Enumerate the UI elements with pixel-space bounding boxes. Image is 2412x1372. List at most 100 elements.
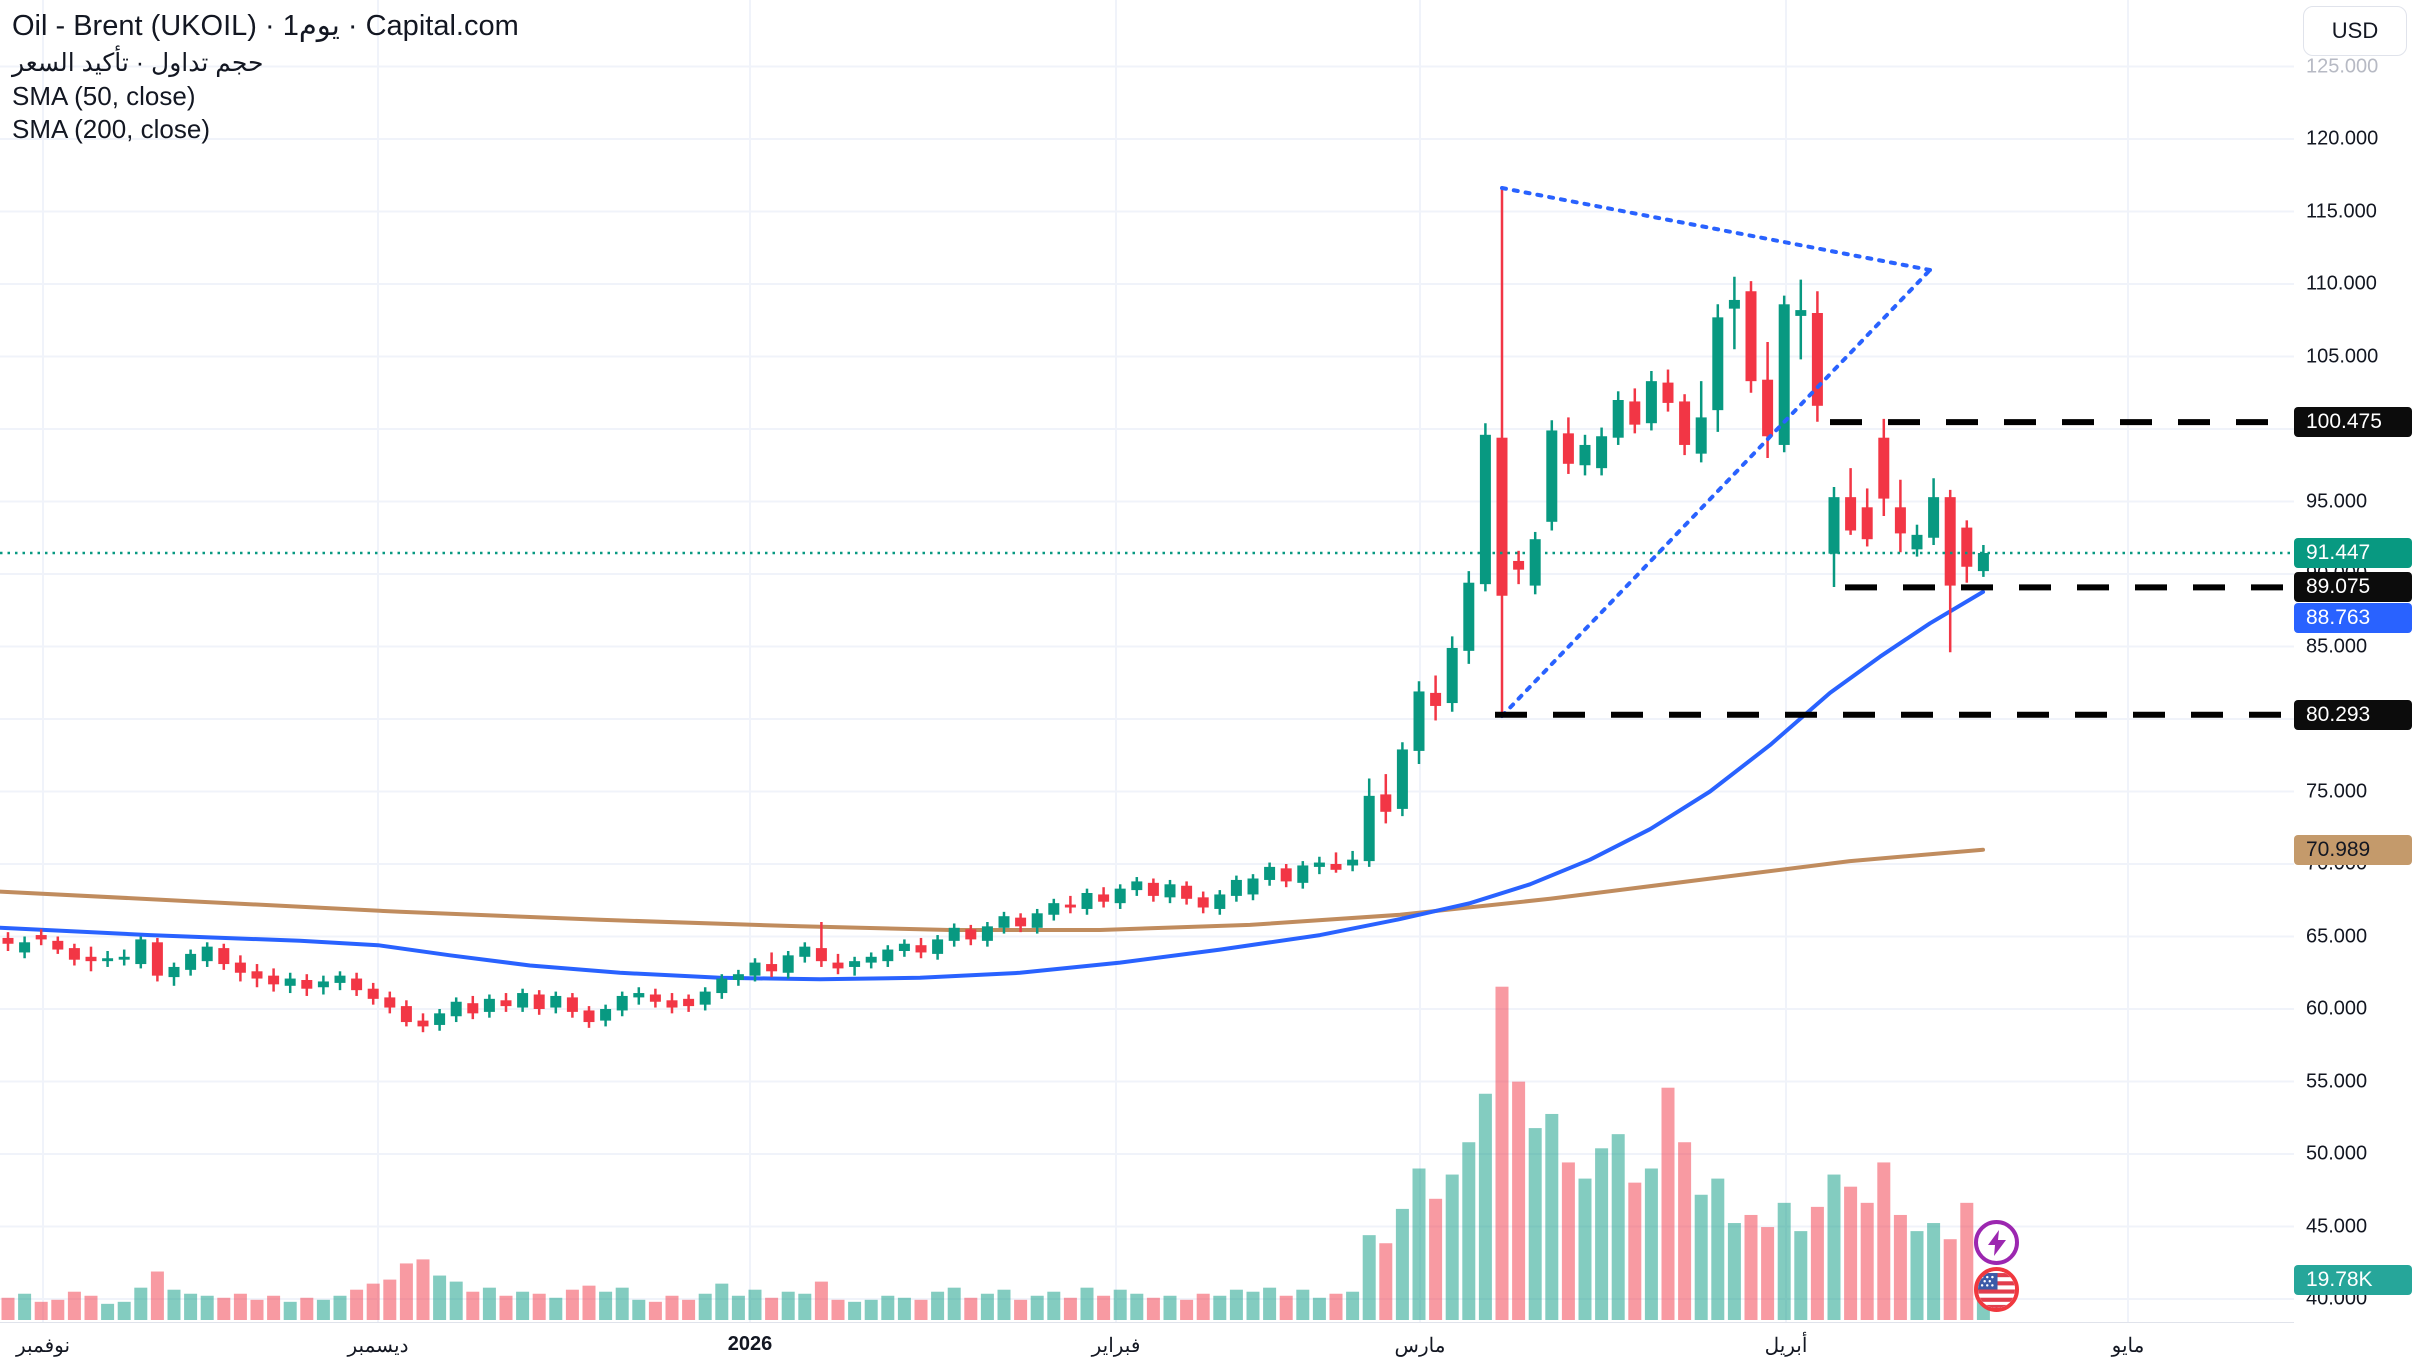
volume-bar [682,1299,696,1320]
candle-body [450,1001,462,1017]
volume-bar [864,1299,878,1320]
volume-bar [84,1295,98,1320]
symbol-title[interactable]: Oil - Brent (UKOIL) · 1يوم · Capital.com [12,10,519,42]
volume-bar [1794,1231,1808,1320]
candle-body [533,994,545,1009]
volume-bar [399,1263,413,1320]
volume-bar [1777,1202,1791,1320]
candle-body [351,978,363,991]
boost-button[interactable] [1974,1220,2019,1265]
candle-body [400,1006,412,1023]
candle-body [1778,304,1790,445]
candle-body [1762,379,1774,437]
volume-bar [1163,1295,1177,1320]
volume-bar [1362,1235,1376,1320]
volume-bar [1014,1299,1028,1320]
candle-body [1894,507,1906,534]
sma50-legend[interactable]: SMA (50, close) [12,81,196,111]
time-axis[interactable]: نوفمبر ديسمبر 2026 فبراير مارس أبريل مايو [0,1322,2412,1372]
candle-body [1712,317,1724,411]
volume-bar [1960,1202,1974,1320]
candle-body [882,949,894,962]
volume-bar [1943,1239,1957,1320]
volume-bar [1844,1186,1858,1320]
volume-bar [217,1297,231,1320]
price-tick: 60.000 [2306,997,2368,1020]
candle-body [284,978,296,986]
volume-bar [51,1299,65,1320]
candle-body [1064,904,1076,908]
candle-body [1131,881,1143,891]
volume-bar [1678,1142,1692,1320]
candle-body [168,966,180,978]
volume-bar [1761,1227,1775,1320]
volume-bar [466,1291,480,1320]
candle-body [1579,444,1591,466]
candle-body [1479,434,1491,585]
volume-bar [648,1301,662,1320]
volume-bar [1445,1174,1459,1320]
price-tick: 45.000 [2306,1215,2368,1237]
volume-bar [482,1287,496,1320]
volume-bar [599,1291,613,1320]
market-flag-button[interactable] [1974,1267,2019,1312]
candle-body [1463,582,1475,651]
sma200-legend[interactable]: SMA (200, close) [12,114,210,144]
support2-badge: 80.293 [2294,699,2412,730]
time-axis-label: مايو [2111,1335,2145,1357]
lightning-icon [1987,1229,2006,1256]
volume-bar [1130,1293,1144,1320]
volume-bar [1927,1223,1941,1320]
volume-bar [1528,1128,1542,1320]
volume-bar [1727,1223,1741,1320]
volume-bar [101,1303,115,1320]
chart-legend: Oil - Brent (UKOIL) · 1يوم · Capital.com… [12,6,519,146]
candle-body [799,946,811,957]
candle-body [1264,866,1276,880]
volume-bar [1661,1087,1675,1320]
volume-bar [67,1291,81,1320]
volume-bar [1711,1178,1725,1320]
time-axis-label: نوفمبر [15,1335,71,1357]
volume-bar [1030,1295,1044,1320]
candle-body [1230,879,1242,896]
volume-bar [831,1299,845,1320]
volume-bar [980,1293,994,1320]
volume-bar [1578,1178,1592,1320]
price-tick: 95.000 [2306,490,2368,512]
candle-body [234,962,246,973]
currency-toggle-button[interactable]: USD [2303,6,2407,56]
time-axis-label: أبريل [1764,1335,1808,1357]
volume-bar [698,1293,712,1320]
support-badge: 89.075 [2294,572,2412,603]
triangle-upper-trendline [1500,186,1932,272]
candle-body [251,971,263,979]
candle-body [600,1009,612,1021]
candle-body [566,997,578,1012]
volume-bar [1478,1093,1492,1320]
candle-body [1297,865,1309,883]
volume-bar [283,1301,297,1320]
volume-bar [1860,1202,1874,1320]
volume-indicator-label[interactable]: حجم تداول · تأكيد السعر [12,49,264,77]
volume-bar [781,1291,795,1320]
candle-body [1944,497,1956,586]
sma200-value-badge: 70.989 [2294,834,2412,865]
candle-body [583,1010,595,1023]
candle-body [218,948,230,965]
candle-body [550,995,562,1008]
volume-bar [964,1297,978,1320]
price-tick: 105.000 [2306,345,2379,367]
candle-body [1513,560,1525,570]
candle-body [1430,692,1442,706]
candle-body [1413,691,1425,751]
candle-body [1612,400,1624,438]
candle-body [981,926,993,941]
price-chart-canvas[interactable] [0,0,2294,1372]
price-tick: 125.000 [2306,55,2379,77]
candle-body [367,988,379,999]
candle-body [1197,897,1209,908]
volume-bar [1279,1295,1293,1320]
candle-body [1164,884,1176,898]
price-axis[interactable]: 125.000120.000115.000110.000105.000100.0… [2294,0,2412,1372]
